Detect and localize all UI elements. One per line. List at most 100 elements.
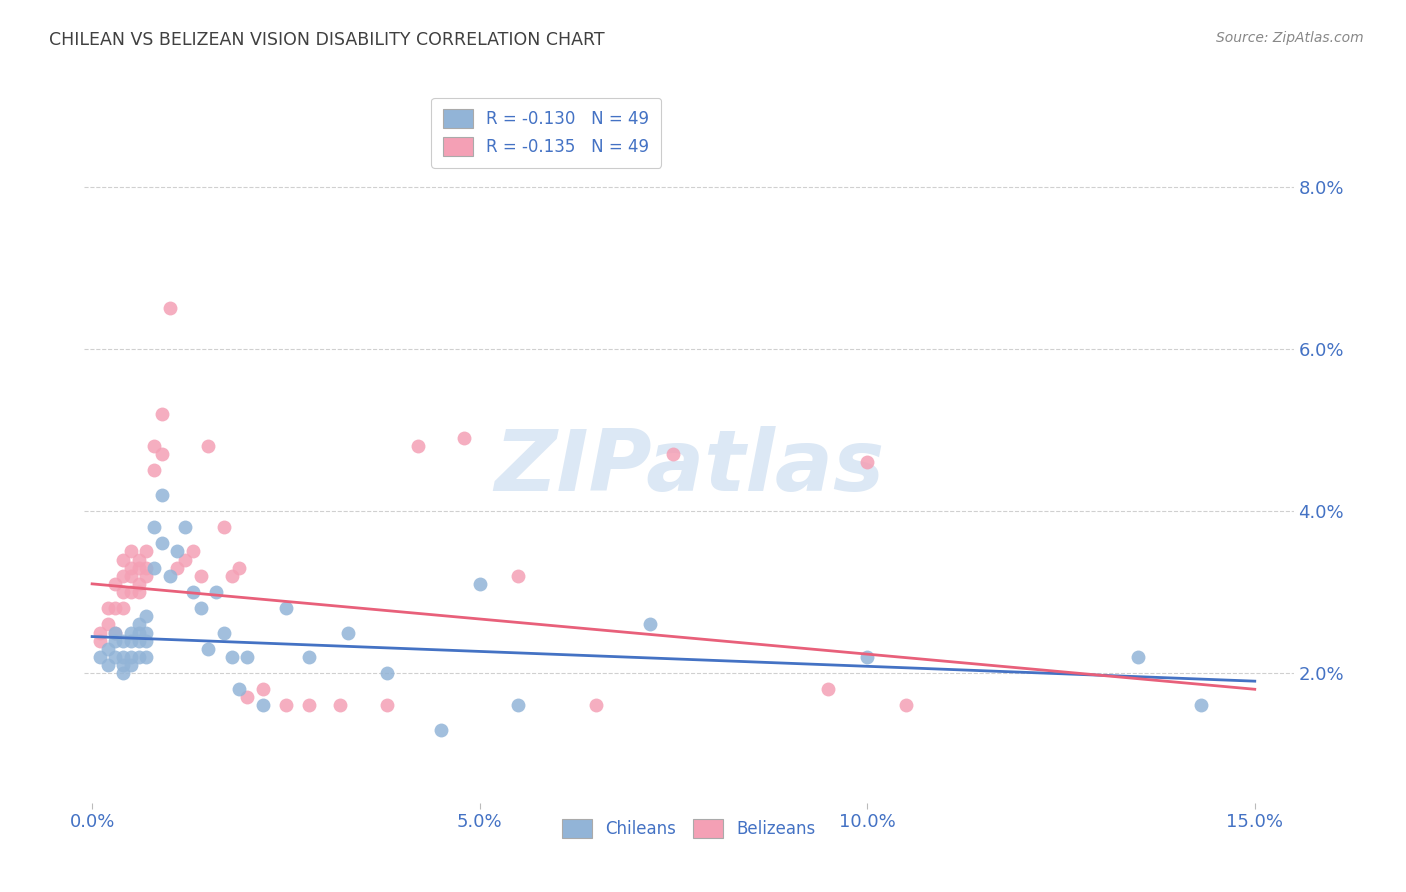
Point bbox=[150, 407, 173, 421]
Point bbox=[120, 568, 142, 582]
Point bbox=[97, 601, 120, 615]
Point bbox=[120, 544, 142, 558]
Point bbox=[212, 625, 235, 640]
Point bbox=[228, 682, 250, 697]
Point bbox=[453, 431, 475, 445]
Point bbox=[128, 552, 150, 566]
Point bbox=[375, 698, 398, 713]
Point bbox=[112, 657, 135, 672]
Point bbox=[236, 690, 259, 705]
Point bbox=[336, 625, 359, 640]
Point bbox=[197, 641, 219, 656]
Point bbox=[135, 560, 157, 574]
Point bbox=[375, 666, 398, 681]
Point bbox=[274, 698, 297, 713]
Legend: Chileans, Belizeans: Chileans, Belizeans bbox=[555, 812, 823, 845]
Point bbox=[856, 455, 879, 469]
Point bbox=[120, 585, 142, 599]
Point bbox=[128, 617, 150, 632]
Point bbox=[1128, 649, 1150, 664]
Point bbox=[143, 439, 166, 453]
Point bbox=[150, 536, 173, 550]
Point bbox=[662, 447, 685, 461]
Point bbox=[252, 698, 274, 713]
Point bbox=[112, 552, 135, 566]
Point bbox=[128, 649, 150, 664]
Point bbox=[212, 520, 235, 534]
Point bbox=[112, 568, 135, 582]
Point bbox=[97, 657, 120, 672]
Point bbox=[221, 568, 243, 582]
Point bbox=[150, 447, 173, 461]
Point bbox=[252, 682, 274, 697]
Point bbox=[190, 568, 212, 582]
Point bbox=[190, 601, 212, 615]
Point bbox=[112, 649, 135, 664]
Point bbox=[112, 666, 135, 681]
Point bbox=[112, 633, 135, 648]
Point bbox=[508, 698, 530, 713]
Point bbox=[128, 577, 150, 591]
Point bbox=[228, 560, 250, 574]
Point bbox=[236, 649, 259, 664]
Point bbox=[104, 649, 127, 664]
Point bbox=[120, 560, 142, 574]
Point bbox=[120, 657, 142, 672]
Point bbox=[181, 585, 204, 599]
Point bbox=[221, 649, 243, 664]
Point bbox=[585, 698, 607, 713]
Point bbox=[104, 577, 127, 591]
Point bbox=[135, 625, 157, 640]
Point bbox=[298, 698, 321, 713]
Point bbox=[135, 544, 157, 558]
Point bbox=[329, 698, 352, 713]
Point bbox=[104, 633, 127, 648]
Point bbox=[104, 601, 127, 615]
Point bbox=[143, 560, 166, 574]
Text: ZIPatlas: ZIPatlas bbox=[494, 425, 884, 509]
Point bbox=[150, 488, 173, 502]
Point bbox=[128, 633, 150, 648]
Point bbox=[89, 633, 111, 648]
Point bbox=[97, 617, 120, 632]
Point bbox=[1189, 698, 1212, 713]
Point bbox=[112, 601, 135, 615]
Point bbox=[856, 649, 879, 664]
Point bbox=[89, 649, 111, 664]
Point bbox=[112, 585, 135, 599]
Point bbox=[143, 463, 166, 477]
Point bbox=[166, 544, 188, 558]
Point bbox=[205, 585, 228, 599]
Point bbox=[104, 625, 127, 640]
Text: CHILEAN VS BELIZEAN VISION DISABILITY CORRELATION CHART: CHILEAN VS BELIZEAN VISION DISABILITY CO… bbox=[49, 31, 605, 49]
Point bbox=[135, 633, 157, 648]
Point bbox=[298, 649, 321, 664]
Point bbox=[817, 682, 839, 697]
Point bbox=[468, 577, 491, 591]
Point bbox=[120, 625, 142, 640]
Point bbox=[197, 439, 219, 453]
Point bbox=[120, 633, 142, 648]
Text: Source: ZipAtlas.com: Source: ZipAtlas.com bbox=[1216, 31, 1364, 45]
Point bbox=[120, 649, 142, 664]
Point bbox=[638, 617, 661, 632]
Point bbox=[159, 568, 181, 582]
Point bbox=[430, 723, 453, 737]
Point bbox=[135, 609, 157, 624]
Point bbox=[894, 698, 917, 713]
Point bbox=[274, 601, 297, 615]
Point bbox=[159, 301, 181, 315]
Point bbox=[508, 568, 530, 582]
Point bbox=[97, 641, 120, 656]
Point bbox=[143, 520, 166, 534]
Point bbox=[406, 439, 429, 453]
Point bbox=[166, 560, 188, 574]
Point bbox=[104, 625, 127, 640]
Point bbox=[135, 568, 157, 582]
Point bbox=[128, 585, 150, 599]
Point bbox=[174, 520, 197, 534]
Point bbox=[174, 552, 197, 566]
Point bbox=[89, 625, 111, 640]
Point bbox=[128, 625, 150, 640]
Point bbox=[181, 544, 204, 558]
